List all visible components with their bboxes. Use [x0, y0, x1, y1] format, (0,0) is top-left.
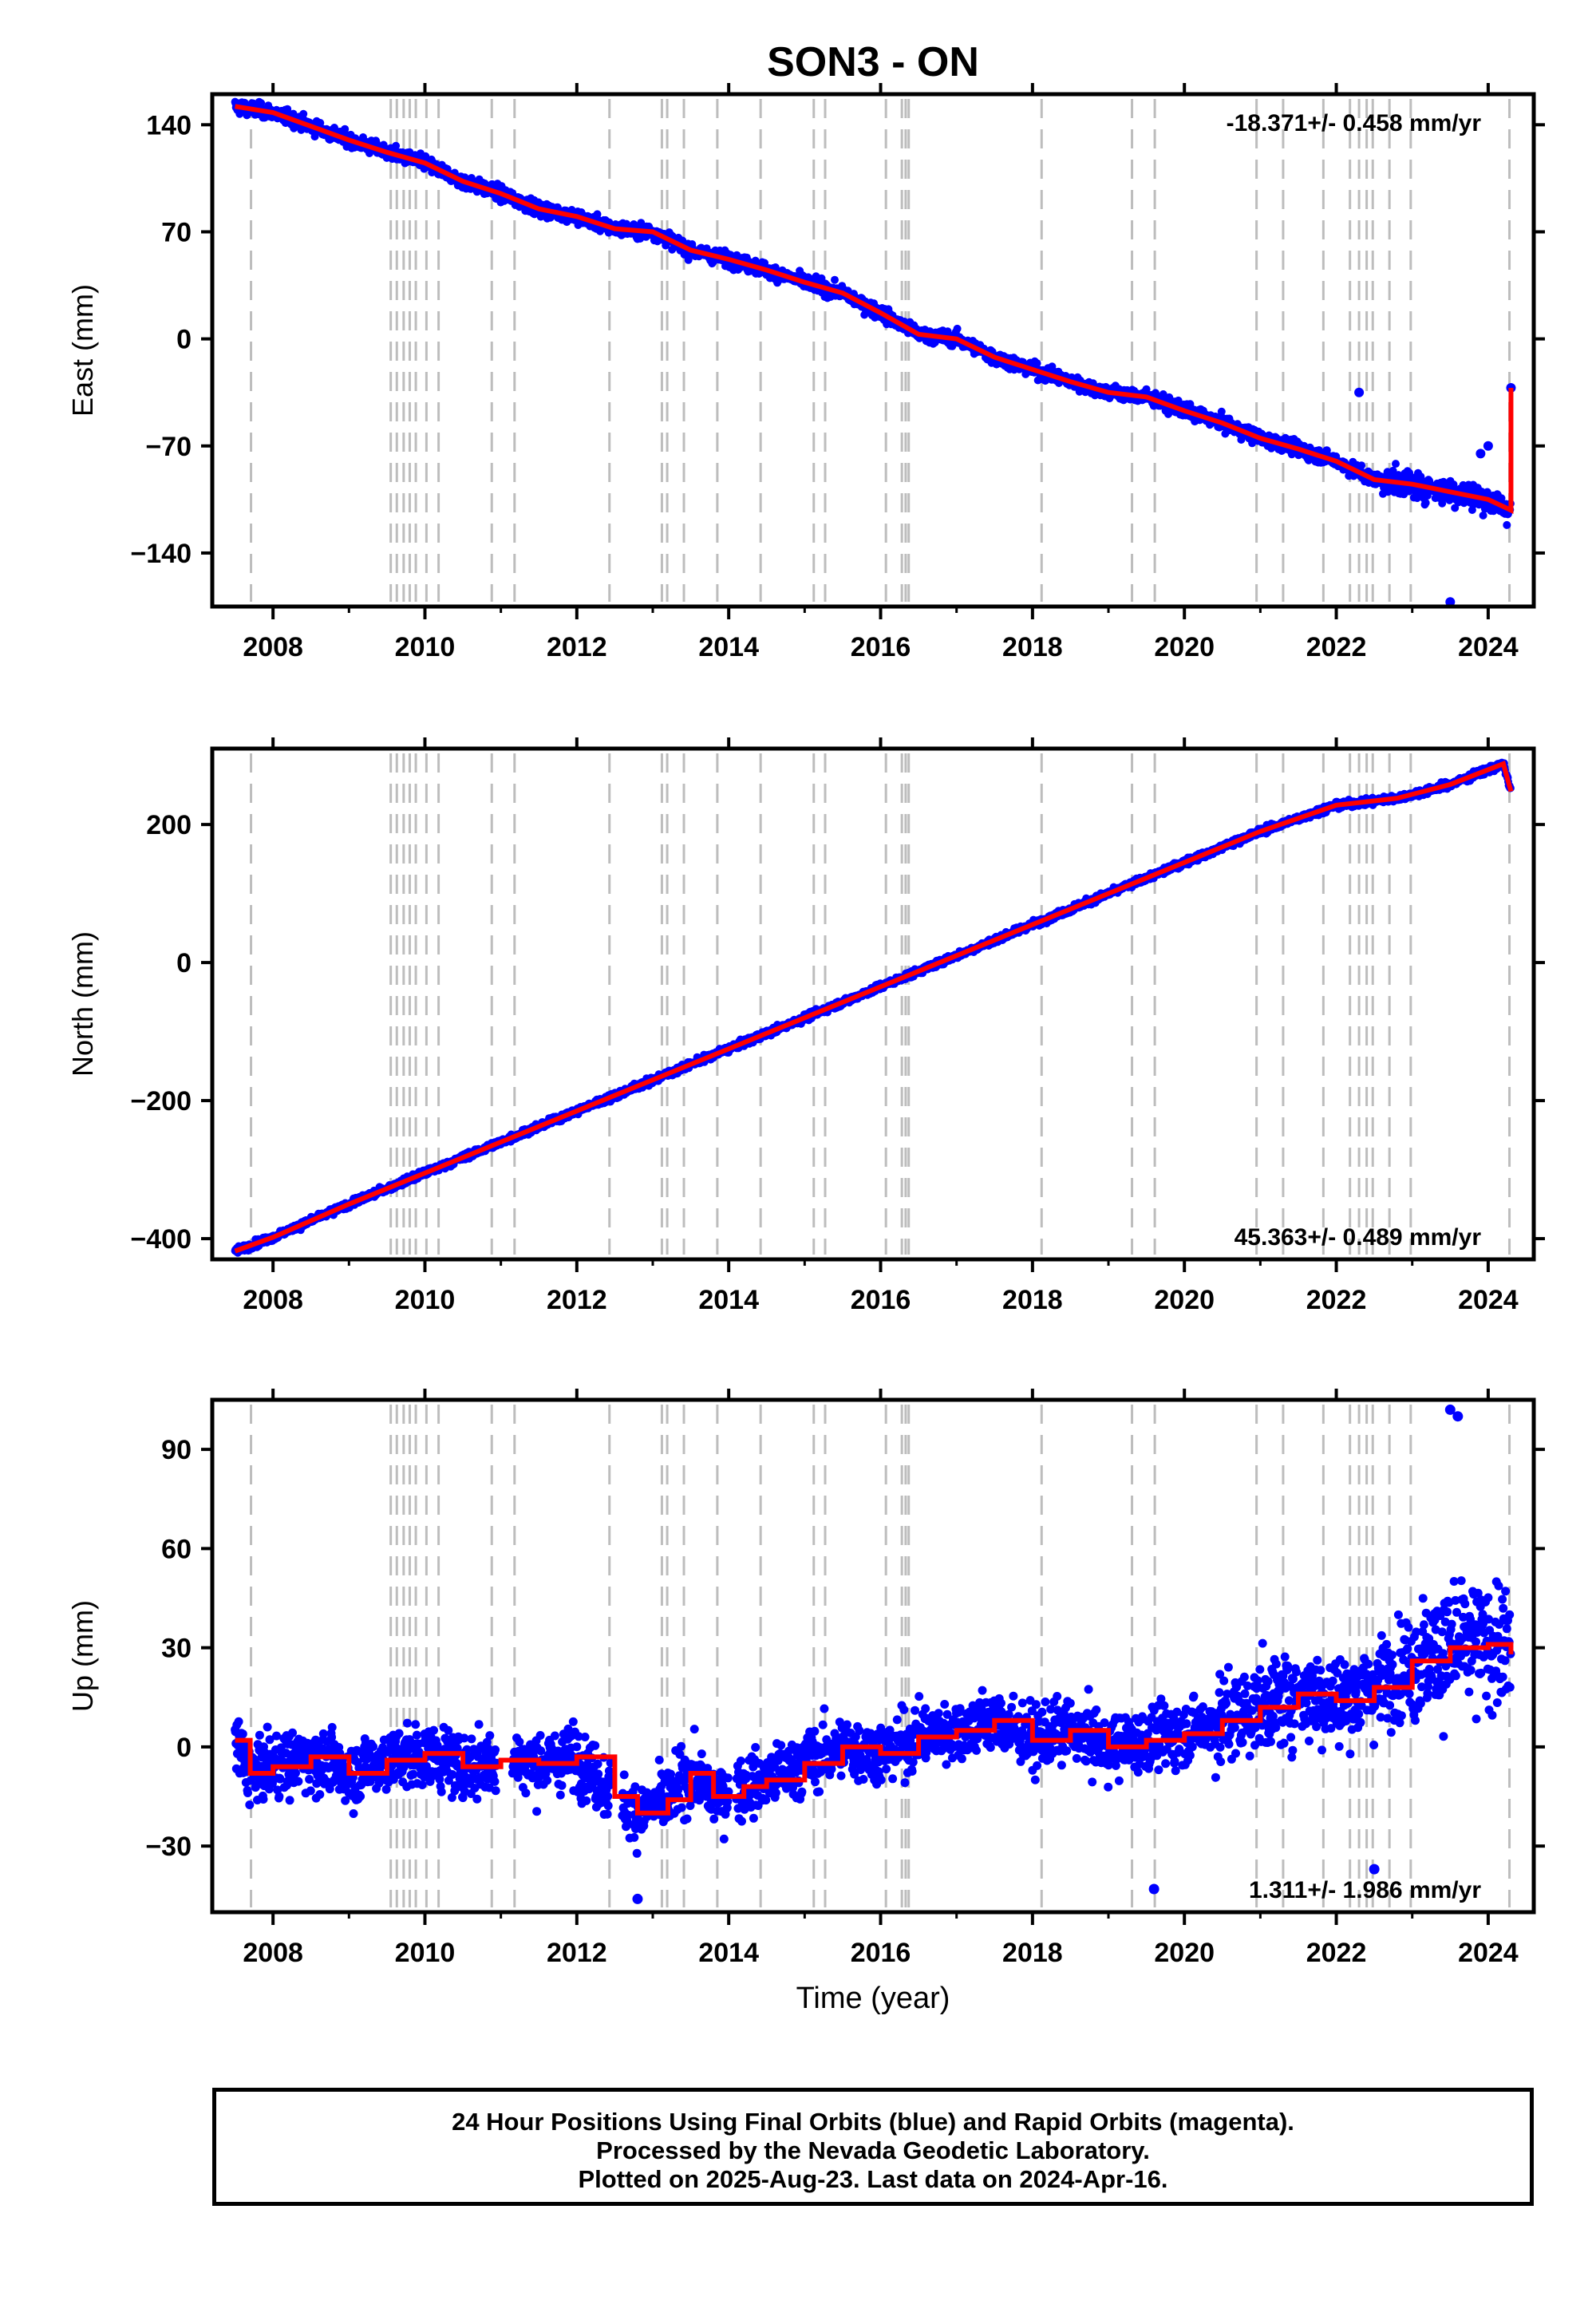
data-point [1217, 407, 1226, 416]
data-point [257, 99, 266, 108]
x-tick-label: 2016 [851, 632, 911, 662]
outlier-point [1476, 449, 1486, 459]
panel-east: 140 70 0 −70 −140 2008 2010 2012 2014 2016 2018 202… [66, 83, 1545, 662]
page-title: SON3 - ON [767, 39, 979, 85]
data-point [1468, 506, 1476, 514]
model-line-east [235, 104, 1514, 514]
data-point [1392, 460, 1400, 468]
data-point [1412, 494, 1421, 503]
y-tick-label: 140 [146, 110, 192, 140]
data-point [1451, 504, 1460, 512]
data-point [1357, 461, 1366, 470]
x-tick-label: 2024 [1458, 632, 1519, 662]
x-tick-label: 2014 [698, 632, 759, 662]
y-tick-label: −140 [130, 539, 192, 569]
y-tick-label: −70 [145, 432, 192, 462]
y-tick-label: 0 [176, 325, 192, 355]
x-tick-label: 2010 [395, 632, 456, 662]
data-point [1479, 511, 1487, 520]
y-axis-label: East (mm) [66, 284, 99, 417]
x-tick-label: 2020 [1154, 632, 1215, 662]
data-point [593, 210, 602, 219]
data-point [1421, 499, 1430, 507]
x-tick-label: 2018 [1002, 632, 1063, 662]
x-tick-label: 2022 [1306, 632, 1367, 662]
data-point [392, 141, 401, 150]
outlier-point [1483, 441, 1493, 451]
data-point [316, 119, 325, 127]
rate-label: -18.371+/- 0.458 mm/yr [1227, 110, 1482, 136]
outlier-point [1354, 387, 1365, 397]
data-point [1033, 359, 1041, 368]
data-points-north [231, 758, 1515, 1257]
y-tick-label: 70 [161, 217, 192, 247]
x-tick-label: 2008 [243, 632, 303, 662]
plot-frame [210, 92, 1536, 609]
data-point [953, 324, 962, 333]
data-point [299, 109, 308, 118]
outlier-point [1445, 597, 1456, 607]
data-point [283, 105, 292, 113]
data-point [1389, 466, 1397, 475]
data-point [831, 275, 839, 284]
data-point [1503, 520, 1511, 529]
x-tick-label: 2012 [547, 632, 607, 662]
data-point [1142, 385, 1151, 393]
